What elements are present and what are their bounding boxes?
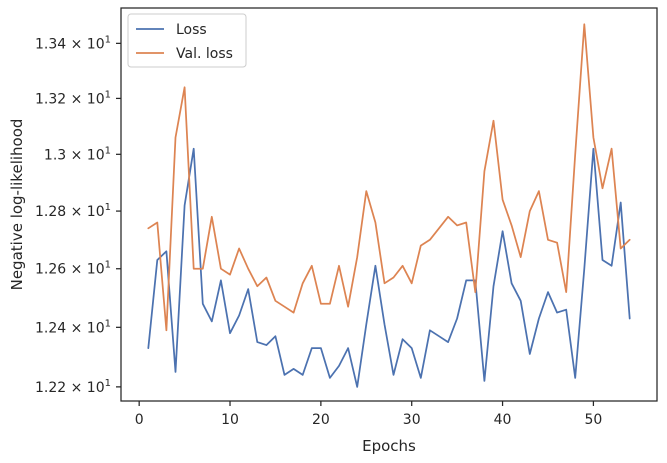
y-tick-label-2: 1.26 × 101 [35,260,111,278]
x-tick-label-30: 30 [403,412,421,428]
y-tick-label-3: 1.28 × 101 [35,202,111,220]
x-axis-label: Epochs [362,437,416,455]
legend: Loss Val. loss [127,13,247,68]
legend-label-val-loss: Val. loss [176,46,233,62]
y-tick-label-4: 1.3 × 101 [44,145,111,163]
series-line-loss [147,147,631,388]
x-axis: 0 10 20 30 40 50 [135,401,602,428]
y-tick-label-6: 1.34 × 101 [35,34,111,52]
x-tick-label-0: 0 [135,412,144,428]
plot-area [121,8,657,401]
y-tick-label-5: 1.32 × 101 [35,89,111,107]
y-tick-label-1: 1.24 × 101 [35,318,111,336]
legend-label-loss: Loss [176,22,207,38]
y-axis-label: Negative log-likelihood [8,119,26,291]
y-axis: 1.22 × 101 1.24 × 101 1.26 × 101 1.28 × 101… [35,34,121,396]
plot-frame [120,7,658,402]
x-tick-label-10: 10 [221,412,239,428]
x-tick-label-20: 20 [312,412,330,428]
y-tick-label-0: 1.22 × 101 [35,378,111,396]
x-tick-label-50: 50 [584,412,602,428]
x-tick-label-40: 40 [494,412,512,428]
series-layer [147,23,631,388]
series-line-val-loss [147,23,631,332]
